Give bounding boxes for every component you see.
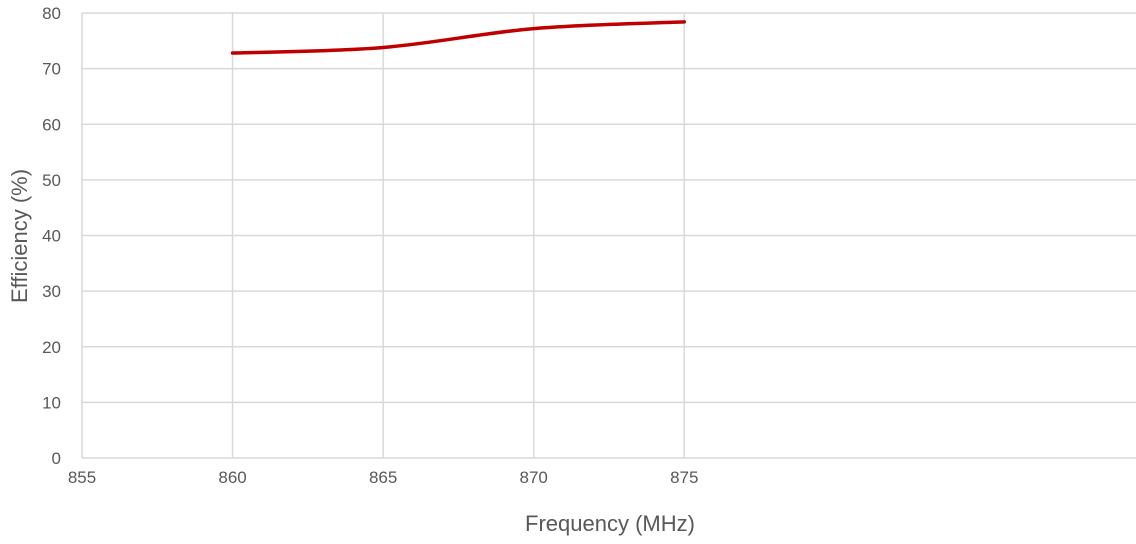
y-tick-label: 30 xyxy=(42,282,61,301)
y-tick-label: 10 xyxy=(42,393,61,412)
x-tick-label: 870 xyxy=(520,468,548,487)
axes xyxy=(81,13,1136,459)
y-tick-label: 80 xyxy=(42,4,61,23)
y-tick-label: 0 xyxy=(52,449,61,468)
x-tick-label: 860 xyxy=(218,468,246,487)
x-tick-label: 855 xyxy=(68,468,96,487)
tick-labels: 0 10 20 30 40 50 60 70 80 855 860 865 870 875 xyxy=(42,4,698,487)
grid-lines xyxy=(82,12,1136,458)
x-axis-title: Frequency (MHz) xyxy=(525,511,695,536)
x-tick-label: 875 xyxy=(670,468,698,487)
y-tick-label: 60 xyxy=(42,115,61,134)
efficiency-series-line xyxy=(230,20,687,55)
y-tick-label: 20 xyxy=(42,338,61,357)
x-tick-label: 865 xyxy=(369,468,397,487)
series-layer xyxy=(230,20,687,55)
y-tick-label: 70 xyxy=(42,60,61,79)
y-axis-title: Efficiency (%) xyxy=(7,169,32,303)
y-tick-label: 50 xyxy=(42,171,61,190)
y-tick-label: 40 xyxy=(42,227,61,246)
